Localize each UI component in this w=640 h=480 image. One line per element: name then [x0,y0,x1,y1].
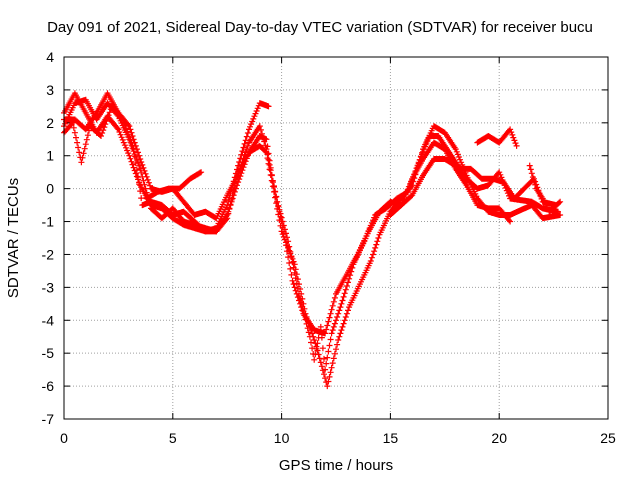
series-markers [61,96,561,337]
data-series [474,126,520,149]
plot-frame [63,56,609,420]
grid-lines [64,57,608,419]
y-tick-label: -3 [42,279,55,295]
y-tick-label: 1 [46,148,54,164]
y-axis-label: SDTVAR / TECUs [5,178,22,298]
data-series [61,96,561,337]
data-series [387,139,514,225]
series-markers [143,169,205,202]
series-markers [474,126,520,149]
y-tick-label: 2 [46,115,54,131]
y-tick-label: 4 [46,49,54,65]
series-markers [387,139,514,225]
y-tick-label: -7 [42,411,55,427]
y-tick-label: 3 [46,82,54,98]
x-tick-label: 5 [169,430,177,446]
y-tick-label: 0 [46,181,54,197]
data-points [61,90,564,390]
x-tick-label: 25 [600,430,616,446]
data-series [143,169,205,202]
x-tick-label: 20 [491,430,507,446]
axis-ticks [63,56,609,420]
y-tick-label: -6 [42,378,55,394]
y-tick-label: -5 [42,345,55,361]
data-series [526,162,564,215]
series-markers [526,162,564,215]
y-tick-label: -4 [42,312,55,328]
x-tick-label: 0 [60,430,68,446]
chart-title: Day 091 of 2021, Sidereal Day-to-day VTE… [47,19,593,36]
y-tick-label: -1 [42,214,55,230]
y-tick-label: -2 [42,246,55,262]
x-tick-label: 15 [383,430,399,446]
x-tick-label: 10 [274,430,290,446]
x-axis-label: GPS time / hours [279,457,393,474]
